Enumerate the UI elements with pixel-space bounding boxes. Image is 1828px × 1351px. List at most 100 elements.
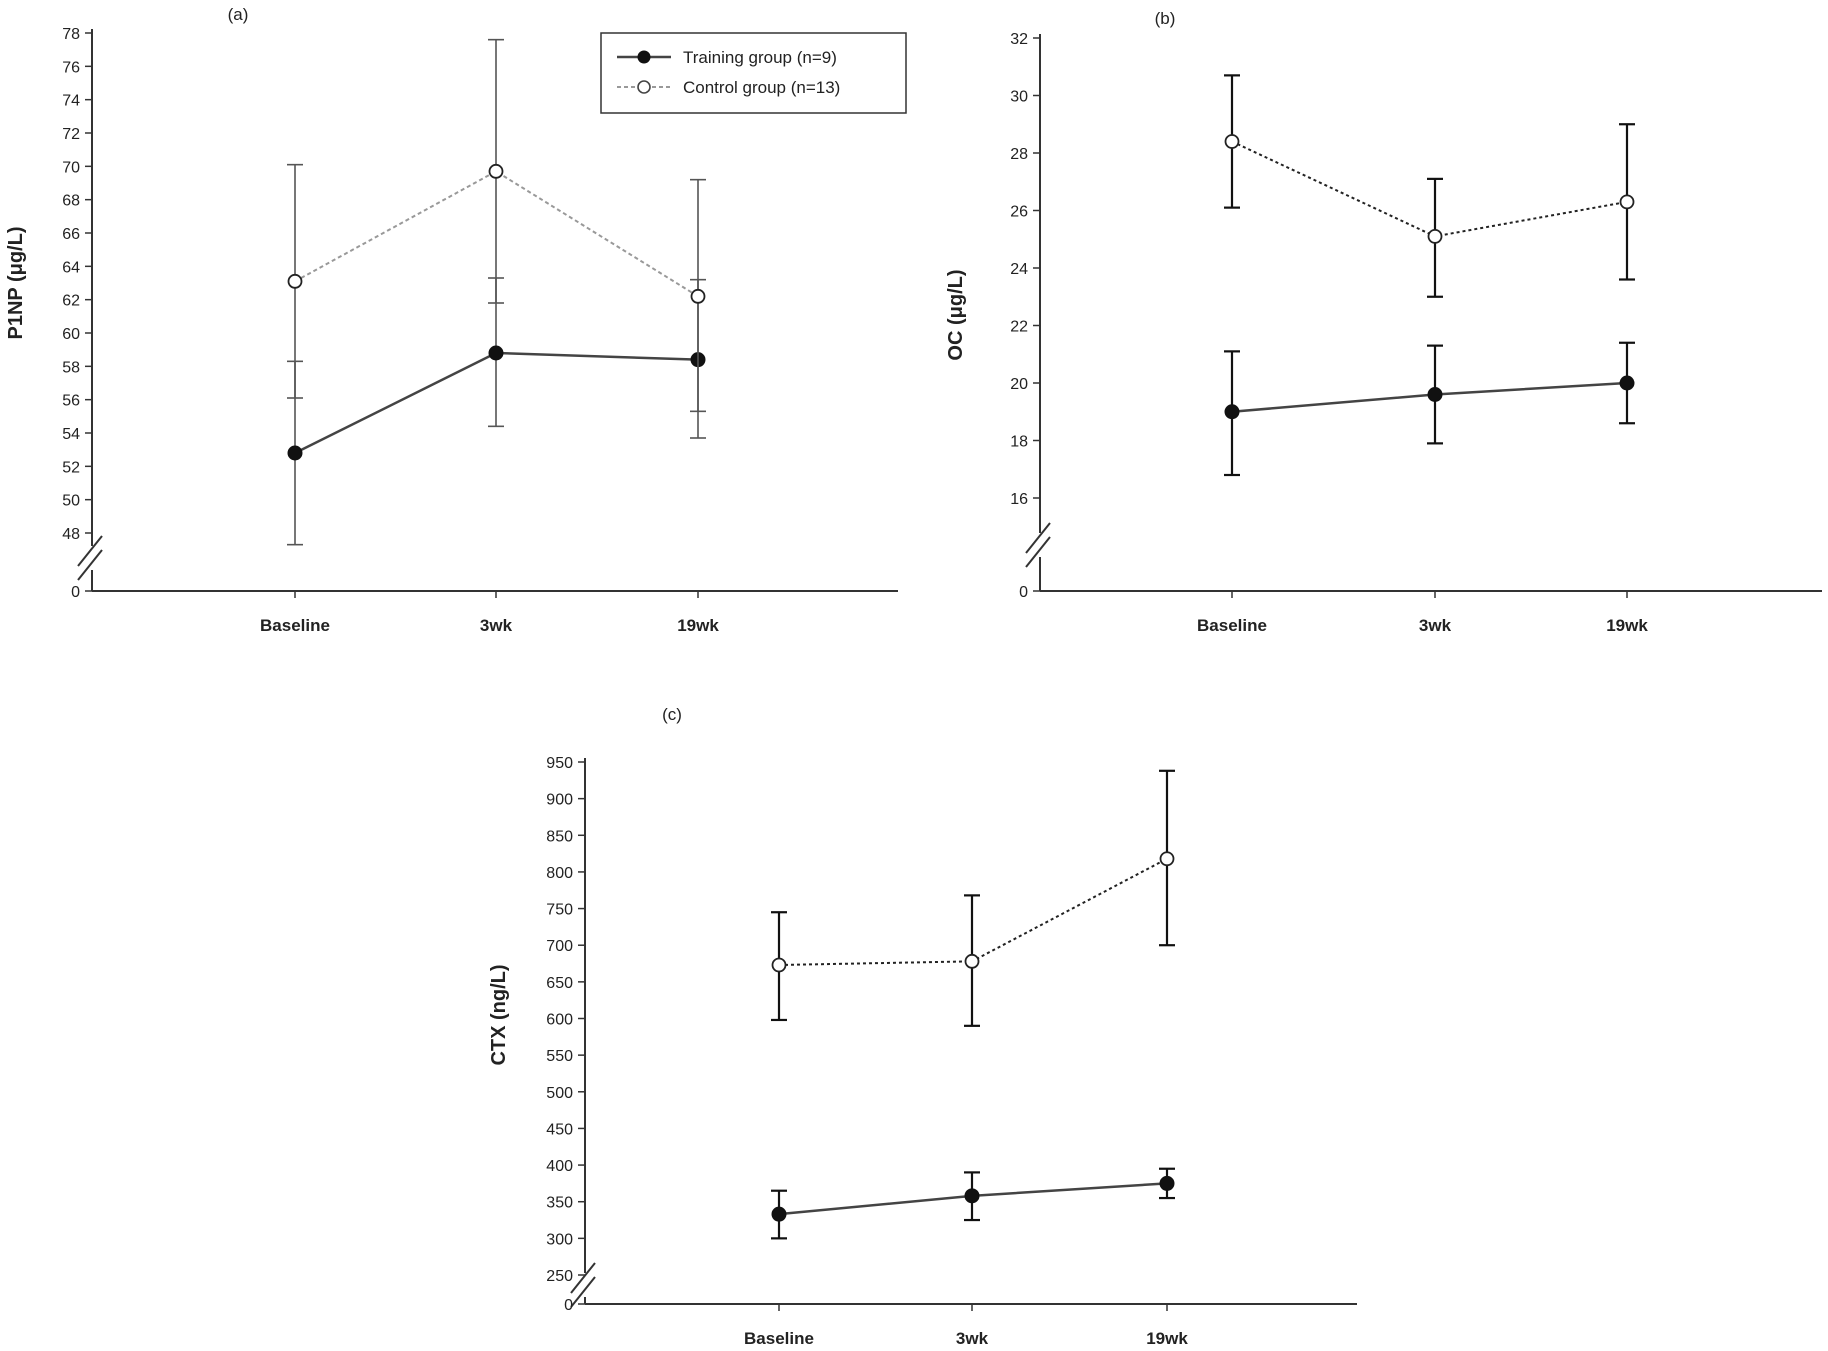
y-tick-label: 500 xyxy=(546,1085,573,1102)
y-tick-label: 750 xyxy=(546,902,573,919)
data-point xyxy=(287,445,303,461)
y-tick-label: 30 xyxy=(1010,89,1028,106)
data-point xyxy=(690,288,706,304)
y-tick-label: 32 xyxy=(1010,31,1028,48)
series-control xyxy=(771,769,1175,1027)
y-tick-label: 72 xyxy=(62,126,80,143)
panel-label: (a) xyxy=(228,5,249,24)
legend-marker-training xyxy=(637,50,651,64)
y-tick-label: 16 xyxy=(1010,491,1028,508)
legend-label-training: Training group (n=9) xyxy=(683,48,837,67)
legend: Training group (n=9) Control group (n=13) xyxy=(600,32,907,114)
y-tick-label: 68 xyxy=(62,193,80,210)
panel-b: (b) 0 16 18 20 22 24 26 28 30 32 Baseline 3wk 19wk OC … xyxy=(945,9,1822,635)
y-tick-label: 400 xyxy=(546,1158,573,1175)
data-point xyxy=(964,1188,980,1204)
x-tick-label: 19wk xyxy=(1146,1329,1188,1346)
y-tick-label: 48 xyxy=(62,526,80,543)
y-tick-label: 20 xyxy=(1010,376,1028,393)
x-tick-label: Baseline xyxy=(1197,616,1267,635)
y-tick-label: 800 xyxy=(546,865,573,882)
y-tick-label: 66 xyxy=(62,226,80,243)
data-point xyxy=(1159,851,1175,867)
axis-break-mark xyxy=(1025,536,1051,568)
data-point xyxy=(1427,387,1443,402)
y-axis-title: OC (μg/L) xyxy=(945,269,967,360)
data-point xyxy=(1224,404,1240,420)
data-point xyxy=(488,163,504,179)
axis-break-mark xyxy=(570,1262,596,1294)
y-tick-label: 250 xyxy=(546,1268,573,1285)
y-tick-label: 700 xyxy=(546,938,573,955)
y-tick-label: 78 xyxy=(62,26,80,43)
y-axis-title: P1NP (μg/L) xyxy=(5,227,27,340)
data-point xyxy=(1224,134,1240,149)
y-tick-label: 22 xyxy=(1010,319,1028,336)
y-tick-label: 62 xyxy=(62,293,80,310)
axis-break-mark xyxy=(570,1276,596,1308)
series-line xyxy=(294,170,699,298)
y-tick-label: 64 xyxy=(62,259,80,276)
x-tick-label: 3wk xyxy=(1419,616,1452,635)
data-point xyxy=(1159,1175,1175,1191)
y-tick-label: 600 xyxy=(546,1012,573,1029)
y-tick-label: 70 xyxy=(62,159,80,176)
axis-break-mark xyxy=(77,549,103,581)
y-tick-label: 28 xyxy=(1010,146,1028,163)
series-training xyxy=(287,277,706,546)
y-tick-label: 300 xyxy=(546,1231,573,1248)
series-line xyxy=(1231,140,1628,238)
y-tick-label: 550 xyxy=(546,1048,573,1065)
y-tick-label: 76 xyxy=(62,59,80,76)
legend-box xyxy=(600,32,907,114)
series-training xyxy=(1224,341,1635,477)
y-tick-label: 58 xyxy=(62,359,80,376)
legend-marker-control xyxy=(637,80,651,94)
y-tick-label: 0 xyxy=(71,584,80,601)
axis-break-mark xyxy=(1025,522,1051,554)
y-tick-label: 56 xyxy=(62,393,80,410)
legend-label-control: Control group (n=13) xyxy=(683,78,840,97)
data-point xyxy=(964,953,980,969)
x-tick-label: 3wk xyxy=(480,616,513,635)
y-tick-label: 26 xyxy=(1010,204,1028,221)
y-tick-label: 60 xyxy=(62,326,80,343)
y-tick-label: 0 xyxy=(564,1297,573,1314)
y-tick-label: 850 xyxy=(546,828,573,845)
x-tick-label: Baseline xyxy=(744,1329,814,1346)
data-point xyxy=(771,957,787,973)
x-tick-label: 19wk xyxy=(1606,616,1648,635)
data-point xyxy=(771,1206,787,1222)
y-tick-label: 18 xyxy=(1010,434,1028,451)
y-tick-label: 900 xyxy=(546,792,573,809)
panel-a: (a) 0 48 50 52 54 56 58 60 62 64 66 68 70 72 74 76 78 Base… xyxy=(5,5,907,635)
data-point xyxy=(1619,194,1635,210)
data-point xyxy=(1427,228,1443,244)
data-point xyxy=(1619,375,1635,391)
axis-break-mark xyxy=(77,535,103,567)
series-training xyxy=(771,1167,1175,1240)
panel-c: (c) 0 250 300 350 400 450 500 550 600 650 700 750 800… xyxy=(488,705,1357,1348)
x-tick-label: 19wk xyxy=(677,616,719,635)
y-axis-title: CTX (ng/L) xyxy=(488,964,510,1065)
series-control xyxy=(1224,74,1635,298)
y-tick-label: 50 xyxy=(62,493,80,510)
y-tick-label: 650 xyxy=(546,975,573,992)
y-tick-label: 52 xyxy=(62,459,80,476)
data-point xyxy=(287,273,303,289)
panel-label: (c) xyxy=(662,705,682,724)
series-control xyxy=(287,38,706,413)
x-tick-label: 3wk xyxy=(956,1329,989,1346)
y-tick-label: 0 xyxy=(1019,584,1028,601)
y-tick-label: 24 xyxy=(1010,261,1028,278)
data-point xyxy=(488,345,504,361)
y-tick-label: 54 xyxy=(62,426,80,443)
x-tick-label: Baseline xyxy=(260,616,330,635)
y-tick-label: 74 xyxy=(62,93,80,110)
y-tick-label: 350 xyxy=(546,1195,573,1212)
y-tick-label: 450 xyxy=(546,1121,573,1138)
y-tick-label: 950 xyxy=(546,755,573,772)
panel-label: (b) xyxy=(1155,9,1176,28)
